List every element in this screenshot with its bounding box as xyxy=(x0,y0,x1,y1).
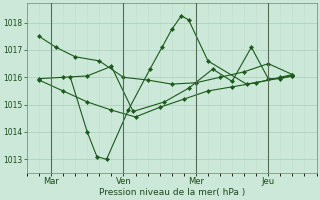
X-axis label: Pression niveau de la mer( hPa ): Pression niveau de la mer( hPa ) xyxy=(99,188,245,197)
